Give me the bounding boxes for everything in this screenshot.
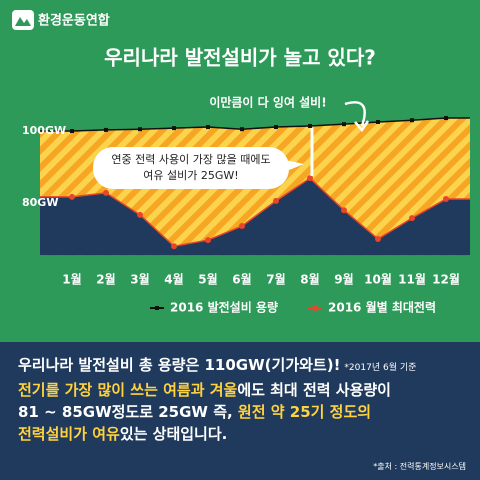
text-segment: 우리나라 발전설비 총 용량은 110GW(기가와트)!: [18, 356, 341, 374]
legend-marker: [312, 305, 318, 311]
text-segment: 원전 약 25기 정도의: [237, 403, 372, 421]
line: [40, 177, 470, 248]
x-tick-label: 4월: [164, 272, 183, 287]
x-tick-label: 11월: [398, 272, 426, 287]
x-tick-label: 9월: [334, 272, 353, 287]
source: *출처 : 전력통계정보시스템: [373, 462, 466, 471]
arrow-head: [354, 120, 370, 133]
brand: 환경운동연합: [38, 13, 110, 29]
x-tick-label: 7월: [266, 272, 285, 287]
marker: [409, 215, 415, 222]
text-line: 전기를 가장 많이 쓰는 여름과 겨울에도 최대 전력 사용량이: [18, 379, 462, 401]
callout-box: [93, 147, 289, 189]
x-tick-label: 5월: [198, 272, 217, 287]
x-tick-label: 8월: [300, 272, 319, 287]
marker: [171, 243, 177, 250]
callout-text: 여유 설비가 25GW!: [143, 169, 238, 182]
x-tick-label: 3월: [130, 272, 149, 287]
marker: [444, 116, 448, 121]
marker: [375, 236, 381, 242]
callout-text: 연중 전력 사용이 가장 많을 때에도: [111, 153, 270, 166]
marker: [104, 127, 108, 132]
arrow: [344, 101, 366, 127]
marker: [206, 125, 210, 130]
y-tick-label: 100GW: [22, 124, 66, 137]
marker: [342, 122, 346, 127]
chart: 환경운동연합 우리나라 발전설비가 놀고 있다? 80GW 100GW 1월 2월 3월…: [0, 0, 480, 342]
marker: [376, 120, 380, 124]
logo-icon: [12, 10, 34, 30]
marker: [172, 126, 176, 131]
marker: [273, 197, 279, 204]
marker: [308, 123, 312, 128]
text-line: 전력설비가 여유있는 상태입니다.: [18, 423, 462, 445]
marker: [240, 127, 244, 132]
marker: [103, 189, 109, 196]
logo-mark: [15, 17, 31, 26]
marker: [137, 211, 143, 218]
x-tick-label: 10월: [364, 272, 392, 287]
callout-tail: [284, 160, 304, 172]
x-tick-label: 12월: [432, 272, 460, 287]
x-tick-label: 6월: [232, 272, 251, 287]
text-segment: 전력설비가 여유: [18, 425, 120, 443]
legend-marker: [155, 306, 159, 310]
x-tick-label: 1월: [62, 272, 81, 287]
text-line: 우리나라 발전설비 총 용량은 110GW(기가와트)! *2017년 6월 기준: [18, 354, 462, 379]
text-line: 81 ~ 85GW정도로 25GW 즉, 원전 약 25기 정도의: [18, 401, 462, 423]
legend-label: 2016 발전설비 용량: [170, 300, 278, 315]
note: *2017년 6월 기준: [344, 363, 417, 373]
marker: [239, 223, 245, 230]
text-segment: 있는 상태입니다.: [119, 425, 228, 443]
x-tick-label: 2월: [96, 272, 115, 287]
legend-label: 2016 월별 최대전력: [328, 300, 436, 315]
text-segment: 에도 최대 전력 사용량이: [237, 381, 391, 399]
text-segment: 전기를 가장 많이 쓰는 여름과 겨울: [18, 381, 238, 399]
annotation: 이만큼이 다 잉여 설비!: [209, 95, 326, 110]
marker: [70, 129, 74, 133]
marker: [443, 196, 449, 203]
marker: [138, 127, 142, 132]
marker: [307, 175, 313, 182]
footer: 우리나라 발전설비 총 용량은 110GW(기가와트)! *2017년 6월 기준…: [0, 342, 480, 480]
marker: [274, 125, 278, 130]
chart-title: 우리나라 발전설비가 놀고 있다?: [104, 46, 376, 70]
line: [40, 117, 470, 132]
marker: [341, 207, 347, 214]
marker: [410, 118, 414, 123]
marker: [69, 193, 75, 200]
text-segment: 81 ~ 85GW정도로 25GW 즉,: [18, 403, 238, 421]
marker: [205, 237, 211, 244]
y-tick-label: 80GW: [22, 196, 58, 209]
